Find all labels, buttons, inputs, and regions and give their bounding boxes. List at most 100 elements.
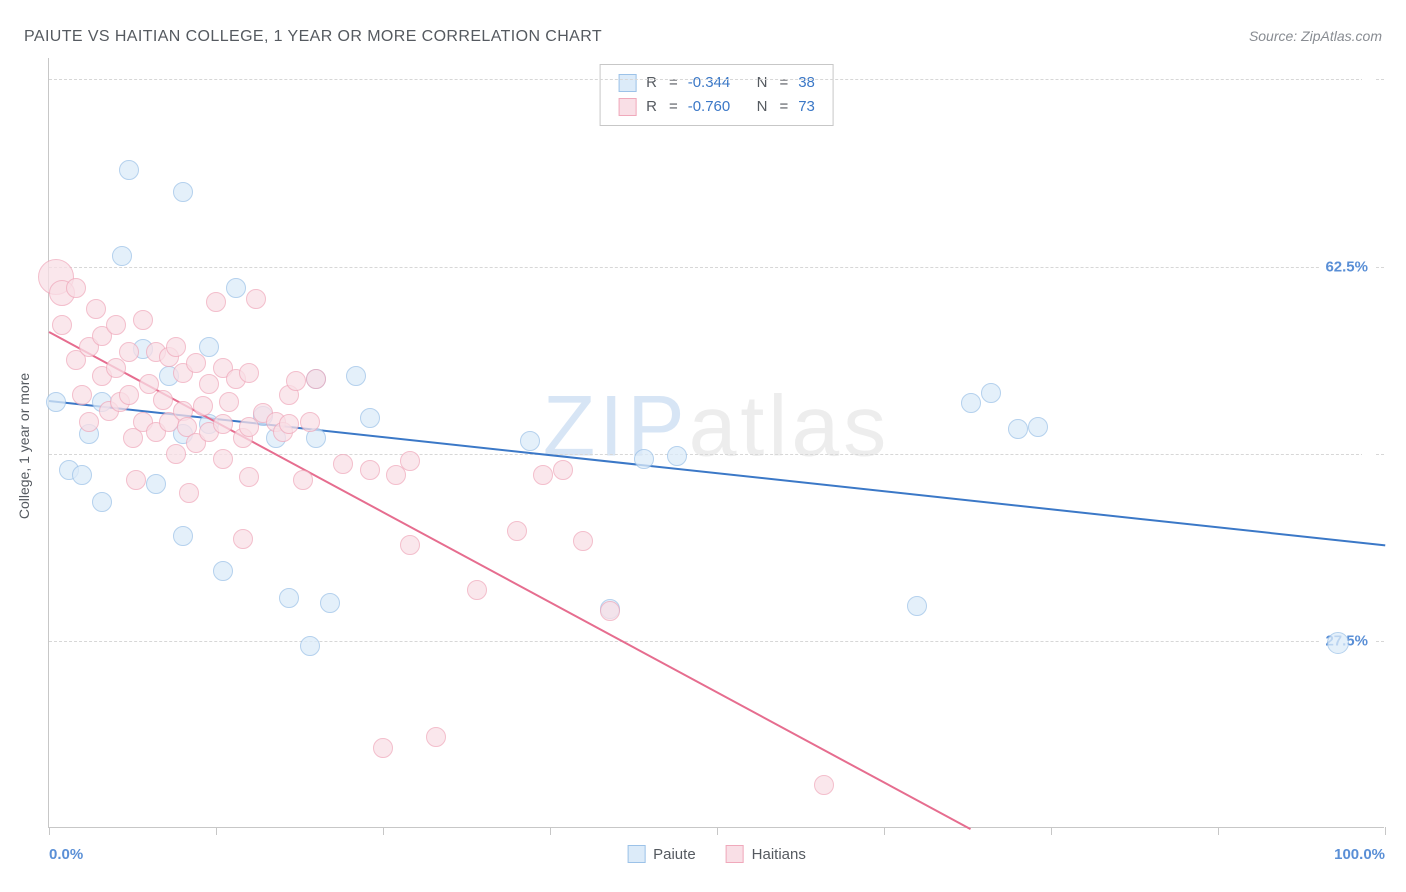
data-point <box>520 431 540 451</box>
data-point <box>186 353 206 373</box>
r-label: R <box>646 71 657 95</box>
equals-sign: = <box>779 95 788 119</box>
data-point <box>72 465 92 485</box>
equals-sign: = <box>779 71 788 95</box>
data-point <box>66 278 86 298</box>
x-tick <box>1218 827 1219 835</box>
scatter-plot: ZIPatlas R = -0.344 N = 38 R = -0.760 N … <box>48 58 1384 828</box>
data-point <box>533 465 553 485</box>
data-point <box>106 358 126 378</box>
x-tick <box>216 827 217 835</box>
equals-sign: = <box>669 71 678 95</box>
legend-label-paiute: Paiute <box>653 846 696 863</box>
r-value-haitians: -0.760 <box>688 95 731 119</box>
x-tick <box>884 827 885 835</box>
data-point <box>146 474 166 494</box>
data-point <box>173 526 193 546</box>
data-point <box>239 363 259 383</box>
x-tick <box>383 827 384 835</box>
data-point <box>219 392 239 412</box>
data-point <box>199 337 219 357</box>
gridline <box>49 267 1384 268</box>
n-value-haitians: 73 <box>798 95 815 119</box>
data-point <box>213 449 233 469</box>
data-point <box>600 601 620 621</box>
chart-title: PAIUTE VS HAITIAN COLLEGE, 1 YEAR OR MOR… <box>24 28 602 46</box>
data-point <box>133 310 153 330</box>
gridline <box>49 79 1384 80</box>
r-value-paiute: -0.344 <box>688 71 731 95</box>
r-label: R <box>646 95 657 119</box>
data-point <box>166 337 186 357</box>
data-point <box>293 470 313 490</box>
data-point <box>173 182 193 202</box>
data-point <box>553 460 573 480</box>
data-point <box>72 385 92 405</box>
x-tick-label: 0.0% <box>49 846 83 863</box>
source-prefix: Source: <box>1249 28 1301 44</box>
data-point <box>199 374 219 394</box>
data-point <box>306 369 326 389</box>
y-tick-label: 62.5% <box>1319 256 1374 277</box>
data-point <box>86 299 106 319</box>
data-point <box>179 483 199 503</box>
y-tick-label <box>1362 77 1374 81</box>
data-point <box>92 492 112 512</box>
data-point <box>246 289 266 309</box>
data-point <box>213 414 233 434</box>
data-point <box>166 444 186 464</box>
data-point <box>193 396 213 416</box>
gridline <box>49 641 1384 642</box>
data-point <box>213 561 233 581</box>
data-point <box>467 580 487 600</box>
gridline <box>49 454 1384 455</box>
n-label: N <box>757 95 768 119</box>
y-axis-label: College, 1 year or more <box>16 373 32 519</box>
watermark: ZIPatlas <box>543 378 890 477</box>
x-tick <box>717 827 718 835</box>
data-point <box>507 521 527 541</box>
data-point <box>226 278 246 298</box>
legend-item-haitians: Haitians <box>726 845 806 863</box>
legend-item-paiute: Paiute <box>627 845 696 863</box>
equals-sign: = <box>669 95 678 119</box>
x-tick-label: 100.0% <box>1334 846 1385 863</box>
data-point <box>106 315 126 335</box>
swatch-haitians <box>726 845 744 863</box>
data-point <box>1028 417 1048 437</box>
correlation-legend: R = -0.344 N = 38 R = -0.760 N = 73 <box>599 64 834 126</box>
x-tick <box>1051 827 1052 835</box>
source-credit: Source: ZipAtlas.com <box>1249 28 1382 44</box>
data-point <box>300 412 320 432</box>
data-point <box>286 371 306 391</box>
data-point <box>667 446 687 466</box>
data-point <box>333 454 353 474</box>
swatch-paiute <box>618 74 636 92</box>
n-label: N <box>757 71 768 95</box>
swatch-haitians <box>618 98 636 116</box>
stat-row-haitians: R = -0.760 N = 73 <box>618 95 815 119</box>
data-point <box>1327 632 1349 654</box>
data-point <box>126 470 146 490</box>
data-point <box>400 451 420 471</box>
data-point <box>119 160 139 180</box>
data-point <box>153 390 173 410</box>
data-point <box>814 775 834 795</box>
data-point <box>360 460 380 480</box>
data-point <box>79 412 99 432</box>
data-point <box>400 535 420 555</box>
legend-label-haitians: Haitians <box>752 846 806 863</box>
x-tick <box>1385 827 1386 835</box>
data-point <box>346 366 366 386</box>
data-point <box>360 408 380 428</box>
data-point <box>119 342 139 362</box>
watermark-atlas: atlas <box>689 379 891 475</box>
data-point <box>634 449 654 469</box>
data-point <box>279 588 299 608</box>
data-point <box>981 383 1001 403</box>
x-tick <box>49 827 50 835</box>
data-point <box>573 531 593 551</box>
data-point <box>320 593 340 613</box>
source-name: ZipAtlas.com <box>1301 28 1382 44</box>
data-point <box>1008 419 1028 439</box>
